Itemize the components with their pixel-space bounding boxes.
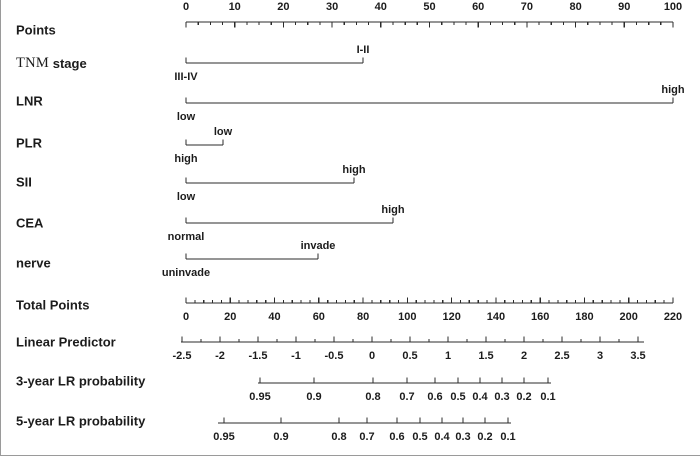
tick-label-linear-predictor: 1 [445,350,451,362]
tick-label-prob-3yr: 0.9 [306,391,321,403]
tick-label-linear-predictor: 3 [597,350,603,362]
nomogram-row-points: Points 0 10 20 30 40 50 60 70 80 90 100 [16,1,682,38]
tick-label-points: 30 [326,1,338,13]
tick-label-total-points: 60 [313,311,325,323]
nomogram-row-plr: PLR high low [16,126,233,165]
tick-label-points: 80 [569,1,581,13]
tick-label-linear-predictor: -1.5 [249,350,268,362]
category-label-tnm-stage-low: III-IV [174,71,198,83]
tick-label-total-points: 40 [268,311,280,323]
tick-label-linear-predictor: -2 [215,350,225,362]
category-label-cea-low: normal [168,231,205,243]
row-label-plr: PLR [16,136,43,151]
row-label-part: stage [49,56,87,71]
tick-label-total-points: 180 [575,311,593,323]
tick-label-points: 10 [229,1,241,13]
tick-label-linear-predictor: 0 [369,350,375,362]
tick-label-prob-5yr: 0.5 [412,431,427,443]
tick-label-prob-5yr: 0.6 [389,431,404,443]
tick-label-linear-predictor: -2.5 [173,350,192,362]
tick-label-prob-5yr: 0.4 [434,431,450,443]
row-label-prob-5yr: 5-year LR probability [16,414,146,429]
row-label-part: TNM [16,55,49,71]
tick-label-points: 70 [521,1,533,13]
tick-label-linear-predictor: -0.5 [325,350,344,362]
category-label-cea-high: high [381,204,404,216]
category-label-nerve-high: invade [301,240,336,252]
tick-label-prob-5yr: 0.7 [359,431,374,443]
tick-label-points: 50 [423,1,435,13]
nomogram-row-linear-predictor: Linear Predictor -2.5 -2 -1.5 -1 -0.5 0 0.5 1 1.5… [16,335,646,363]
tick-label-prob-3yr: 0.6 [427,391,442,403]
tick-label-prob-3yr: 0.3 [494,391,509,403]
category-label-plr-low: high [174,153,197,165]
nomogram-row-sii: SII low high [16,164,366,203]
tick-label-prob-3yr: 0.1 [540,391,555,403]
nomogram-row-prob-3yr: 3-year LR probability 0.95 0.9 0.8 0.7 0.6 0.5… [16,374,556,404]
tick-label-prob-3yr: 0.95 [249,391,270,403]
tick-label-total-points: 20 [224,311,236,323]
row-label-tnm-stage: TNM stage [16,55,87,71]
category-label-sii-high: high [342,164,365,176]
category-label-lnr-low: low [177,111,196,123]
tick-label-prob-3yr: 0.4 [472,391,488,403]
tick-label-total-points: 160 [531,311,549,323]
tick-label-total-points: 220 [664,311,682,323]
tick-label-points: 20 [277,1,289,13]
category-label-plr-high: low [214,126,233,138]
tick-label-prob-5yr: 0.9 [273,431,288,443]
nomogram-row-cea: CEA normal high [16,204,405,243]
tick-label-points: 40 [375,1,387,13]
tick-label-points: 90 [618,1,630,13]
tick-label-total-points: 140 [487,311,505,323]
tick-label-total-points: 80 [357,311,369,323]
tick-label-total-points: 0 [183,311,189,323]
category-label-tnm-stage-high: I-II [357,44,370,56]
category-label-nerve-low: uninvade [162,267,210,279]
tick-label-linear-predictor: 1.5 [478,350,493,362]
tick-label-linear-predictor: 0.5 [402,350,417,362]
row-label-prob-3yr: 3-year LR probability [16,374,146,389]
row-label-sii: SII [16,175,32,190]
tick-label-total-points: 100 [398,311,416,323]
tick-label-points: 0 [183,1,189,13]
nomogram-row-lnr: LNR low high [16,84,685,123]
tick-label-linear-predictor: 3.5 [630,350,645,362]
tick-label-prob-5yr: 0.2 [477,431,492,443]
tick-label-prob-5yr: 0.1 [500,431,515,443]
tick-label-linear-predictor: 2 [521,350,527,362]
row-label-nerve: nerve [16,256,51,271]
tick-label-prob-3yr: 0.2 [516,391,531,403]
nomogram-row-tnm-stage: TNM stage III-IV I-II [16,44,369,83]
category-label-sii-low: low [177,191,196,203]
tick-label-linear-predictor: -1 [291,350,301,362]
tick-label-prob-3yr: 0.5 [450,391,465,403]
nomogram-row-prob-5yr: 5-year LR probability 0.95 0.9 0.8 0.7 0.6 0.5… [16,414,516,444]
row-label-points: Points [16,23,56,38]
nomogram-row-total-points: Total Points 0 20 40 60 80 100 120 140 160 180 200 2… [16,297,682,323]
tick-label-prob-5yr: 0.3 [455,431,470,443]
tick-label-total-points: 120 [442,311,460,323]
tick-label-points: 100 [664,1,682,13]
tick-label-prob-5yr: 0.95 [213,431,234,443]
row-label-lnr: LNR [16,94,43,109]
row-label-cea: CEA [16,216,44,231]
row-label-total-points: Total Points [16,298,89,313]
tick-label-total-points: 200 [620,311,638,323]
category-label-lnr-high: high [661,84,684,96]
tick-label-points: 60 [472,1,484,13]
tick-label-prob-3yr: 0.7 [399,391,414,403]
nomogram-row-nerve: nerve uninvade invade [16,240,335,279]
tick-label-prob-5yr: 0.8 [331,431,346,443]
row-label-linear-predictor: Linear Predictor [16,335,116,350]
tick-label-prob-3yr: 0.8 [365,391,380,403]
tick-label-linear-predictor: 2.5 [554,350,569,362]
